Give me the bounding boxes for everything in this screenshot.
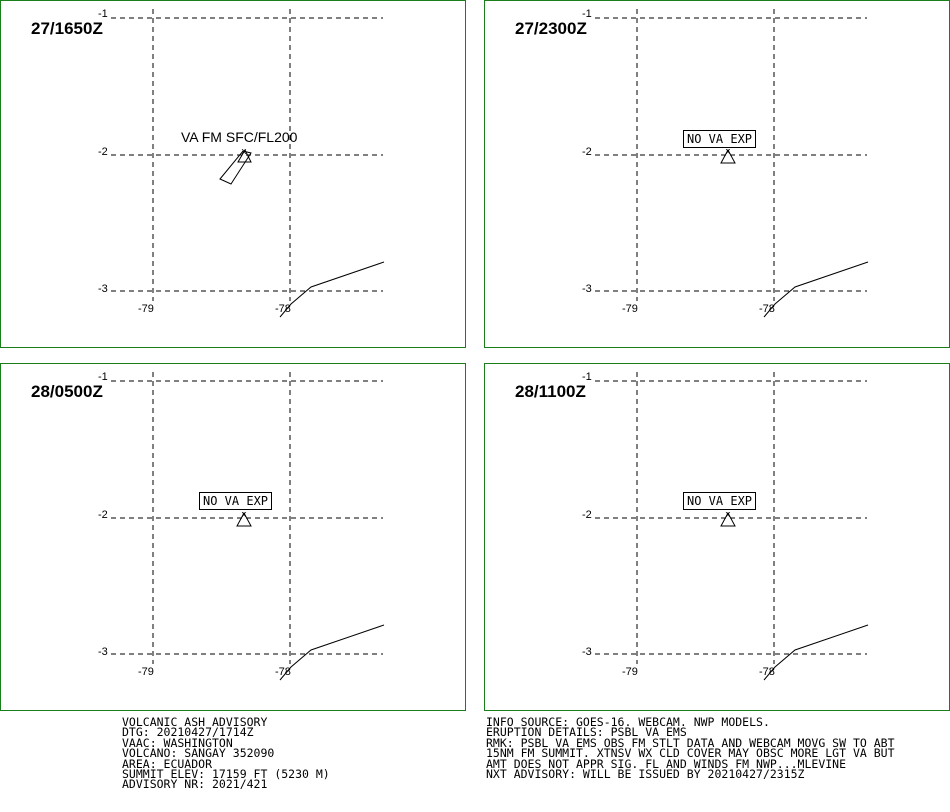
- map-graphic: x: [111, 372, 385, 681]
- forecast-time: 28/0500Z: [31, 382, 103, 401]
- advisory-line: AMT DOES NOT APPR SIG. FL AND WINDS FM N…: [486, 756, 847, 771]
- advisory-remarks-block: INFO SOURCE: GOES-16. WEBCAM. NWP MODELS…: [486, 715, 895, 781]
- map-panel-4: x 28/1100Z NO VA EXP -1 -2 -3 -79 -78: [484, 363, 950, 711]
- volcano-triangle-icon: [237, 148, 252, 163]
- forecast-time: 27/1650Z: [31, 19, 103, 38]
- lon-tick: -79: [138, 666, 154, 678]
- forecast-time: 27/2300Z: [515, 19, 587, 38]
- lat-tick: -1: [582, 8, 592, 20]
- volcano-triangle-icon: [236, 511, 252, 527]
- advisory-line: AREA: ECUADOR: [122, 756, 213, 771]
- advisory-line: 15NM FM SUMMIT. XTNSV WX CLD COVER MAY O…: [486, 746, 895, 761]
- lon-tick: -79: [622, 303, 638, 315]
- advisory-line: RMK: PSBL VA EMS OBS FM STLT DATA AND WE…: [486, 735, 895, 750]
- map-panel-2: x 27/2300Z NO VA EXP -1 -2 -3 -79 -78: [484, 0, 950, 348]
- forecast-time: 28/1100Z: [515, 382, 586, 401]
- volcano-x-marker: x: [725, 147, 731, 157]
- map-panel-3: x 28/0500Z NO VA EXP -1 -2 -3 -79 -78: [0, 363, 466, 711]
- advisory-line: VOLCANIC ASH ADVISORY: [122, 715, 268, 729]
- ash-cloud-polygon: [219, 150, 252, 185]
- lat-tick: -3: [98, 283, 108, 295]
- map-graphic: x: [595, 9, 869, 318]
- lon-tick: -79: [622, 666, 638, 678]
- no-ash-box: NO VA EXP: [683, 492, 757, 510]
- volcano-x-marker: x: [241, 147, 247, 157]
- coastline: [279, 261, 385, 318]
- lon-tick: -78: [759, 666, 775, 678]
- advisory-line: VOLCANO: SANGAY 352090: [122, 746, 275, 761]
- advisory-line: NXT ADVISORY: WILL BE ISSUED BY 20210427…: [486, 766, 805, 781]
- no-ash-box: NO VA EXP: [199, 492, 273, 510]
- no-ash-box: NO VA EXP: [683, 130, 757, 148]
- lon-tick: -78: [759, 303, 775, 315]
- advisory-line: DTG: 20210427/1714Z: [122, 725, 254, 740]
- lat-tick: -2: [582, 509, 592, 521]
- lat-tick: -2: [98, 146, 108, 158]
- lat-tick: -3: [98, 646, 108, 658]
- advisory-line: SUMMIT ELEV: 17159 FT (5230 M): [122, 766, 330, 781]
- volcano-triangle-icon: [720, 148, 736, 164]
- lon-tick: -78: [275, 666, 291, 678]
- lat-tick: -1: [98, 8, 108, 20]
- lat-tick: -3: [582, 646, 592, 658]
- lon-tick: -79: [138, 303, 154, 315]
- advisory-line: VAAC: WASHINGTON: [122, 735, 233, 750]
- lon-tick: -78: [275, 303, 291, 315]
- coastline: [763, 624, 869, 681]
- volcano-x-marker: x: [241, 510, 247, 520]
- advisory-line: INFO SOURCE: GOES-16. WEBCAM. NWP MODELS…: [486, 715, 770, 729]
- map-graphic: x: [111, 9, 385, 318]
- advisory-line: ADVISORY NR: 2021/421: [122, 777, 268, 792]
- advisory-header-block: VOLCANIC ASH ADVISORY DTG: 20210427/1714…: [122, 715, 330, 792]
- advisory-line: ERUPTION DETAILS: PSBL VA EMS: [486, 725, 687, 740]
- lat-tick: -2: [582, 146, 592, 158]
- volcano-triangle-icon: [720, 511, 736, 527]
- lat-tick: -1: [582, 371, 592, 383]
- map-panel-1: x 27/1650Z VA FM SFC/FL200 -1 -2 -3 -79 …: [0, 0, 466, 348]
- ash-label: VA FM SFC/FL200: [181, 129, 298, 145]
- lat-tick: -3: [582, 283, 592, 295]
- lat-tick: -2: [98, 509, 108, 521]
- coastline: [763, 261, 869, 318]
- map-graphic: x: [595, 372, 869, 681]
- volcano-x-marker: x: [725, 510, 731, 520]
- lat-tick: -1: [98, 371, 108, 383]
- coastline: [279, 624, 385, 681]
